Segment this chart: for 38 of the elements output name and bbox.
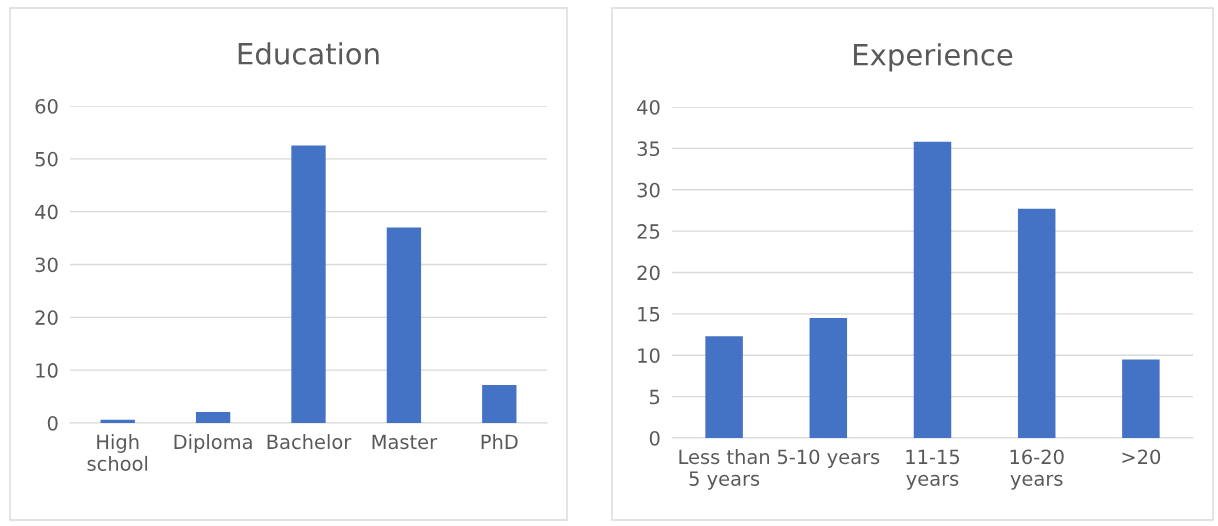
- bar: [195, 411, 231, 423]
- chart-title: Experience: [854, 43, 1013, 72]
- y-tick-label: 40: [637, 99, 660, 115]
- bar: [809, 318, 848, 438]
- y-tick-label: 15: [638, 307, 660, 322]
- x-tick-label: 16-20 years: [1010, 449, 1064, 490]
- bar: [482, 384, 517, 423]
- y-tick-label: 30: [637, 182, 660, 198]
- y-tick-label: 40: [35, 204, 58, 220]
- y-tick-label: 25: [637, 224, 660, 239]
- bar: [386, 227, 422, 423]
- y-tick-label: 30: [35, 257, 58, 273]
- y-tick-label: 50: [35, 151, 58, 167]
- x-tick-label: Diploma: [174, 434, 252, 453]
- y-tick-label: 0: [649, 430, 660, 446]
- x-tick-label: 5-10 years: [777, 449, 880, 468]
- y-tick-label: 35: [637, 141, 660, 157]
- y-tick-label: 0: [47, 415, 58, 431]
- x-tick-label: >20: [1122, 449, 1161, 465]
- x-tick-label: Less than 5 years: [679, 449, 769, 490]
- chart-title: Education: [238, 42, 379, 65]
- y-tick-label: 20: [637, 265, 660, 281]
- y-tick-label: 20: [35, 310, 58, 325]
- bar: [100, 419, 135, 423]
- y-tick-label: 5: [650, 389, 660, 405]
- y-tick-label: 10: [36, 363, 58, 378]
- y-tick-label: 60: [35, 98, 58, 114]
- x-tick-label: Master: [372, 434, 438, 450]
- bar: [913, 141, 952, 438]
- bar: [291, 145, 326, 423]
- bar: [705, 336, 743, 438]
- bar: [1122, 359, 1160, 438]
- x-tick-label: Bachelor: [267, 434, 352, 450]
- y-tick-label: 10: [638, 348, 660, 363]
- x-tick-label: PhD: [481, 434, 518, 449]
- x-tick-label: High school: [87, 434, 148, 471]
- bar: [1017, 208, 1056, 438]
- x-tick-label: 11-15 years: [906, 449, 960, 490]
